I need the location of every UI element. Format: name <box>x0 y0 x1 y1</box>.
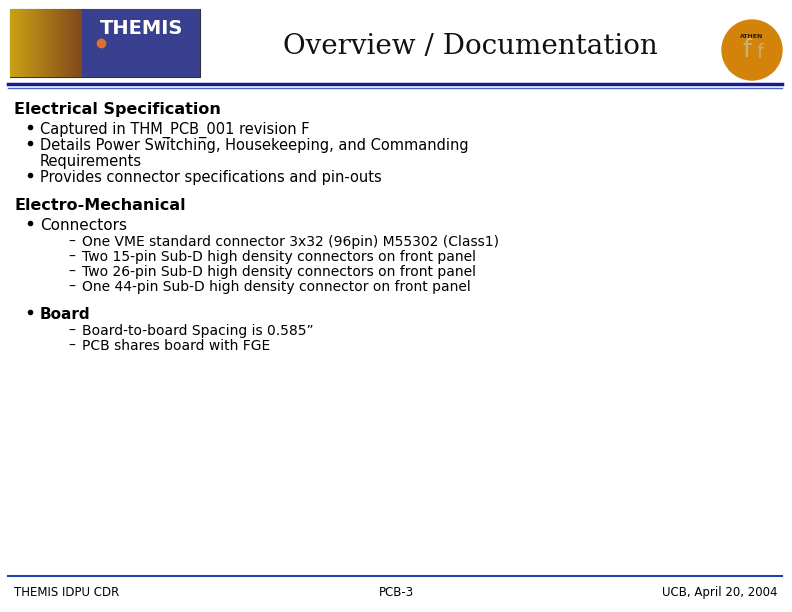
Bar <box>58 9 60 77</box>
Bar <box>10 9 13 77</box>
Bar <box>79 9 82 77</box>
Text: THEMIS IDPU CDR: THEMIS IDPU CDR <box>14 586 120 599</box>
Text: ATHEN: ATHEN <box>741 34 763 39</box>
Bar <box>66 9 69 77</box>
Text: –: – <box>68 265 75 279</box>
Text: Two 26-pin Sub-D high density connectors on front panel: Two 26-pin Sub-D high density connectors… <box>82 265 476 279</box>
Text: –: – <box>68 339 75 353</box>
Text: Details Power Switching, Housekeeping, and Commanding: Details Power Switching, Housekeeping, a… <box>40 138 469 153</box>
Bar <box>42 9 44 77</box>
Text: THEMIS: THEMIS <box>100 18 183 37</box>
Bar <box>26 9 29 77</box>
Text: f: f <box>743 38 752 62</box>
Bar <box>13 9 15 77</box>
Bar <box>60 9 63 77</box>
Text: PCB shares board with FGE: PCB shares board with FGE <box>82 339 270 353</box>
Bar <box>63 9 66 77</box>
Bar <box>40 9 42 77</box>
Text: Connectors: Connectors <box>40 218 127 233</box>
Bar <box>44 9 48 77</box>
Bar <box>10 9 200 77</box>
Bar <box>69 9 71 77</box>
Text: Electro-Mechanical: Electro-Mechanical <box>14 198 185 213</box>
Text: –: – <box>68 280 75 294</box>
Bar <box>34 9 36 77</box>
Bar <box>85 9 87 77</box>
Bar <box>77 9 79 77</box>
Text: Captured in THM_PCB_001 revision F: Captured in THM_PCB_001 revision F <box>40 122 310 138</box>
Bar <box>36 9 40 77</box>
Bar <box>74 9 77 77</box>
Text: Board: Board <box>40 307 90 322</box>
Circle shape <box>722 20 782 80</box>
Bar <box>23 9 26 77</box>
Bar <box>55 9 58 77</box>
Text: Provides connector specifications and pin-outs: Provides connector specifications and pi… <box>40 170 382 185</box>
Text: One VME standard connector 3x32 (96pin) M55302 (Class1): One VME standard connector 3x32 (96pin) … <box>82 235 499 249</box>
Text: –: – <box>68 250 75 264</box>
Text: Board-to-board Spacing is 0.585”: Board-to-board Spacing is 0.585” <box>82 324 314 338</box>
Text: PCB-3: PCB-3 <box>379 586 413 599</box>
Text: One 44-pin Sub-D high density connector on front panel: One 44-pin Sub-D high density connector … <box>82 280 470 294</box>
Bar <box>31 9 34 77</box>
Bar <box>82 9 85 77</box>
Bar <box>50 9 52 77</box>
Bar <box>87 9 89 77</box>
Bar <box>48 9 50 77</box>
Bar <box>21 9 23 77</box>
Text: Electrical Specification: Electrical Specification <box>14 102 221 117</box>
Text: f: f <box>756 42 763 61</box>
Bar <box>15 9 18 77</box>
Text: Two 15-pin Sub-D high density connectors on front panel: Two 15-pin Sub-D high density connectors… <box>82 250 476 264</box>
Text: –: – <box>68 235 75 249</box>
Bar <box>29 9 31 77</box>
Bar <box>18 9 21 77</box>
Bar <box>82 9 200 77</box>
Bar <box>52 9 55 77</box>
Text: –: – <box>68 324 75 338</box>
Bar <box>71 9 74 77</box>
Text: UCB, April 20, 2004: UCB, April 20, 2004 <box>662 586 778 599</box>
Text: Overview / Documentation: Overview / Documentation <box>283 34 657 61</box>
Text: Requirements: Requirements <box>40 154 142 169</box>
